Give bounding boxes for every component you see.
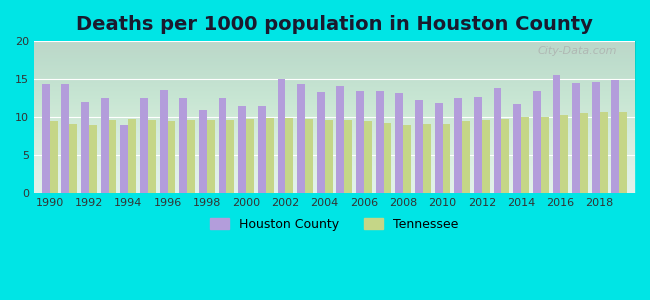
Bar xyxy=(454,98,462,193)
Bar xyxy=(337,86,344,193)
Bar xyxy=(187,120,195,193)
Bar xyxy=(70,124,77,193)
Bar xyxy=(168,121,176,193)
Bar xyxy=(344,119,352,193)
Bar xyxy=(207,120,215,193)
Bar xyxy=(324,120,333,193)
Bar xyxy=(541,117,549,193)
Bar xyxy=(552,75,560,193)
Bar xyxy=(199,110,207,193)
Bar xyxy=(62,85,70,193)
Bar xyxy=(239,106,246,193)
Bar xyxy=(501,119,510,193)
Bar xyxy=(435,103,443,193)
Bar xyxy=(364,121,372,193)
Bar xyxy=(356,91,364,193)
Bar xyxy=(592,82,600,193)
Bar xyxy=(49,121,58,193)
Bar xyxy=(285,118,293,193)
Bar xyxy=(42,84,49,193)
Bar xyxy=(560,115,568,193)
Bar xyxy=(533,91,541,193)
Bar xyxy=(514,103,521,193)
Bar xyxy=(89,125,97,193)
Bar xyxy=(376,91,384,193)
Bar xyxy=(395,93,403,193)
Bar xyxy=(572,83,580,193)
Bar xyxy=(120,125,128,193)
Bar xyxy=(423,124,431,193)
Title: Deaths per 1000 population in Houston County: Deaths per 1000 population in Houston Co… xyxy=(76,15,593,34)
Bar xyxy=(443,124,450,193)
Bar xyxy=(580,113,588,193)
Bar xyxy=(403,125,411,193)
Bar xyxy=(226,119,234,193)
Bar xyxy=(148,120,156,193)
Legend: Houston County, Tennessee: Houston County, Tennessee xyxy=(205,213,463,236)
Text: City-Data.com: City-Data.com xyxy=(538,46,617,56)
Bar xyxy=(179,98,187,193)
Bar xyxy=(101,98,109,193)
Bar xyxy=(246,119,254,193)
Bar xyxy=(521,117,529,193)
Bar xyxy=(305,119,313,193)
Bar xyxy=(266,118,274,193)
Bar xyxy=(140,98,148,193)
Bar xyxy=(81,102,89,193)
Bar xyxy=(619,112,627,193)
Bar xyxy=(317,92,324,193)
Bar xyxy=(384,122,391,193)
Bar xyxy=(128,119,136,193)
Bar xyxy=(160,90,168,193)
Bar xyxy=(474,97,482,193)
Bar xyxy=(493,88,501,193)
Bar xyxy=(218,98,226,193)
Bar xyxy=(600,112,608,193)
Bar xyxy=(297,84,305,193)
Bar xyxy=(109,119,116,193)
Bar xyxy=(612,80,619,193)
Bar xyxy=(415,100,423,193)
Bar xyxy=(278,79,285,193)
Bar xyxy=(462,121,470,193)
Bar xyxy=(258,106,266,193)
Bar xyxy=(482,120,489,193)
